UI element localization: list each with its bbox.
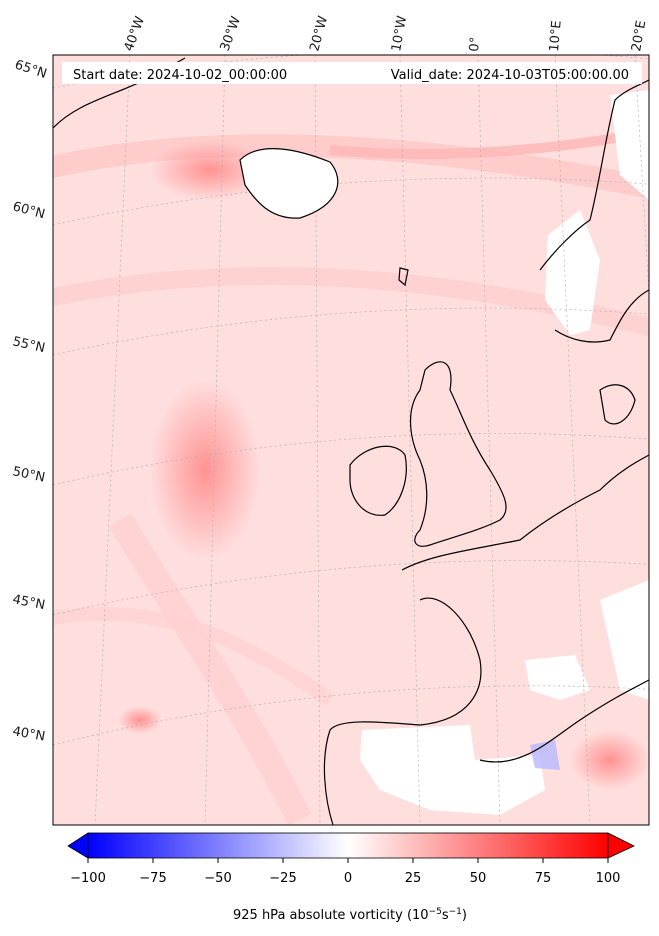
colorbar-tick-label: 100 <box>596 871 621 886</box>
iceland-coast <box>239 148 339 219</box>
lon-label-10e: 10°E <box>547 20 565 52</box>
graticule <box>53 55 649 825</box>
great-britain-coast <box>409 361 507 547</box>
lon-label-10w: 10°W <box>389 15 410 53</box>
colorbar-tick-label: 50 <box>470 871 487 886</box>
vorticity-maximum <box>150 140 270 200</box>
lon-label-20e: 20°E <box>629 19 649 52</box>
colorbar-max-extension <box>607 832 635 859</box>
low-vorticity-area <box>600 580 649 700</box>
vorticity-field <box>53 55 649 825</box>
low-vorticity-area <box>360 725 545 815</box>
colorbar-min-extension <box>67 832 89 859</box>
denmark-coast <box>599 384 636 425</box>
faroe-islands-coast <box>398 267 409 287</box>
iberia-coast <box>323 597 482 825</box>
colorbar: −100 −75 −50 −25 0 25 50 75 100 925 hPa absolute… <box>67 832 635 923</box>
low-vorticity-area <box>610 90 649 200</box>
colorbar-tick-label: 25 <box>405 871 422 886</box>
lon-label-30w: 30°W <box>218 14 244 53</box>
lon-label-20w: 20°W <box>307 14 331 53</box>
lat-label-60n: 60°N <box>11 199 47 222</box>
colorbar-title: 925 hPa absolute vorticity (10−5s−1) <box>233 907 467 923</box>
longitude-labels: 40°W 30°W 20°W 10°W 0° 10°E 20°E <box>122 14 650 53</box>
colorbar-tick-label: −100 <box>70 871 106 886</box>
vorticity-band <box>53 134 649 199</box>
mediterranean-coast <box>479 679 649 763</box>
continental-europe-coast <box>401 454 649 571</box>
colorbar-tick-label: 75 <box>535 871 552 886</box>
lon-label-40w: 40°W <box>122 14 148 53</box>
vorticity-maximum <box>118 706 162 734</box>
ireland-coast <box>349 445 407 516</box>
vorticity-band <box>53 606 335 706</box>
colorbar-ticks: −100 −75 −50 −25 0 25 50 75 100 <box>70 858 620 886</box>
lon-label-0: 0° <box>467 36 483 52</box>
header-band <box>62 62 642 84</box>
norway-coast <box>539 79 649 271</box>
colorbar-bar <box>87 832 609 859</box>
sweden-coast <box>554 289 649 343</box>
vorticity-band <box>108 513 312 825</box>
low-vorticity-area <box>525 655 590 700</box>
vorticity-maximum <box>150 380 260 560</box>
colorbar-tick-label: −75 <box>139 871 166 886</box>
vorticity-field-background <box>53 55 649 825</box>
negative-vorticity-area <box>530 740 560 770</box>
low-vorticity-area <box>545 210 600 335</box>
latitude-labels: 65°N 60°N 55°N 50°N 45°N 40°N <box>11 58 49 745</box>
vorticity-maximum <box>570 730 649 790</box>
lat-label-55n: 55°N <box>11 334 46 356</box>
map-panel: Start date: 2024-10-02_00:00:00 Valid_da… <box>52 54 650 826</box>
lat-label-65n: 65°N <box>13 58 49 82</box>
lat-label-50n: 50°N <box>11 464 46 485</box>
lat-label-45n: 45°N <box>11 592 46 613</box>
colorbar-tick-label: −25 <box>269 871 296 886</box>
valid-date-label: Valid_date: 2024-10-03T05:00:00.00 <box>391 68 629 83</box>
map-frame <box>52 54 650 826</box>
colorbar-tick-label: 0 <box>344 871 352 886</box>
colorbar-tick-label: −50 <box>204 871 231 886</box>
start-date-label: Start date: 2024-10-02_00:00:00 <box>73 68 287 83</box>
lat-label-40n: 40°N <box>11 724 46 744</box>
